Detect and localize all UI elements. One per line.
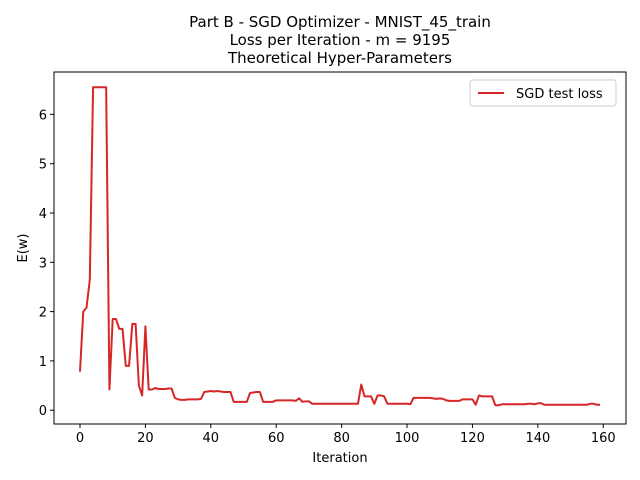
x-tick-label: 160 (591, 431, 616, 446)
x-tick-label: 140 (525, 431, 550, 446)
y-tick-label: 0 (39, 404, 47, 419)
chart-title: Part B - SGD Optimizer - MNIST_45_train (189, 13, 491, 32)
y-tick-label: 5 (39, 158, 47, 173)
y-tick-label: 2 (39, 306, 47, 321)
chart-title: Loss per Iteration - m = 9195 (230, 31, 451, 49)
x-tick-label: 100 (395, 431, 420, 446)
axes-frame (53, 71, 627, 425)
x-tick-label: 60 (268, 431, 285, 446)
x-axis-label: Iteration (312, 451, 367, 466)
x-tick-label: 120 (460, 431, 485, 446)
loss-line (79, 86, 600, 407)
y-tick-label: 4 (39, 207, 47, 222)
y-tick-label: 1 (39, 355, 47, 370)
x-tick-label: 20 (137, 431, 154, 446)
legend-box (469, 79, 617, 107)
x-tick-label: 40 (203, 431, 220, 446)
legend-label: SGD test loss (516, 87, 603, 102)
x-tick-label: 0 (76, 431, 84, 446)
y-tick-label: 6 (39, 108, 47, 123)
x-tick-label: 80 (333, 431, 350, 446)
y-tick-label: 3 (39, 256, 47, 271)
chart-title: Theoretical Hyper-Parameters (227, 49, 452, 67)
y-axis-label: E(w) (16, 234, 31, 263)
